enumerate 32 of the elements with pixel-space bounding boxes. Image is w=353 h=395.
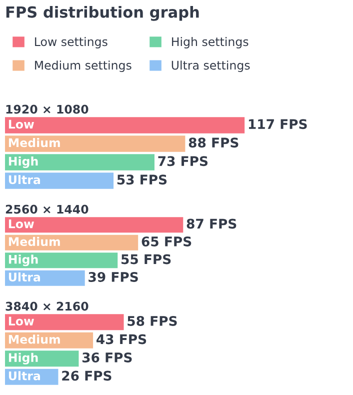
legend-label: High settings bbox=[172, 36, 248, 48]
y-tick-label: High bbox=[8, 254, 38, 266]
y-tick-label: High bbox=[8, 352, 38, 364]
y-tick-label: Ultra bbox=[8, 371, 40, 380]
y-tick-label: Low bbox=[8, 120, 34, 129]
y-tick-label: Medium bbox=[8, 334, 60, 344]
y-tick-label: Low bbox=[8, 220, 34, 228]
legend-label: Medium settings bbox=[35, 60, 132, 72]
data-label: 117 FPS bbox=[248, 119, 307, 130]
chart-subtitle: 3840 × 2160 bbox=[6, 302, 88, 311]
data-label: 55 FPS bbox=[122, 254, 171, 264]
chart-subtitle: 2560 × 1440 bbox=[6, 204, 88, 214]
y-tick-label: Medium bbox=[8, 236, 60, 246]
chart-title: FPS distribution graph bbox=[6, 6, 199, 21]
data-label: 36 FPS bbox=[82, 352, 132, 362]
data-label: 58 FPS bbox=[128, 316, 177, 326]
y-tick-label: Ultra bbox=[8, 175, 40, 184]
data-label: 73 FPS bbox=[158, 156, 208, 166]
data-label: 26 FPS bbox=[62, 370, 112, 381]
data-label: 65 FPS bbox=[142, 236, 192, 246]
chart-subtitle: 1920 × 1080 bbox=[6, 104, 88, 114]
y-tick-label: High bbox=[8, 156, 38, 168]
legend-label: Low settings bbox=[35, 36, 108, 48]
data-label: 88 FPS bbox=[188, 138, 238, 148]
data-label: 53 FPS bbox=[117, 174, 167, 185]
y-tick-label: Ultra bbox=[8, 272, 40, 282]
data-label: 39 FPS bbox=[88, 272, 138, 282]
data-label: 87 FPS bbox=[186, 218, 236, 229]
y-tick-label: Low bbox=[8, 316, 34, 326]
y-tick-label: Medium bbox=[8, 138, 60, 148]
data-label: 43 FPS bbox=[96, 334, 146, 344]
legend-label: Ultra settings bbox=[172, 60, 250, 72]
